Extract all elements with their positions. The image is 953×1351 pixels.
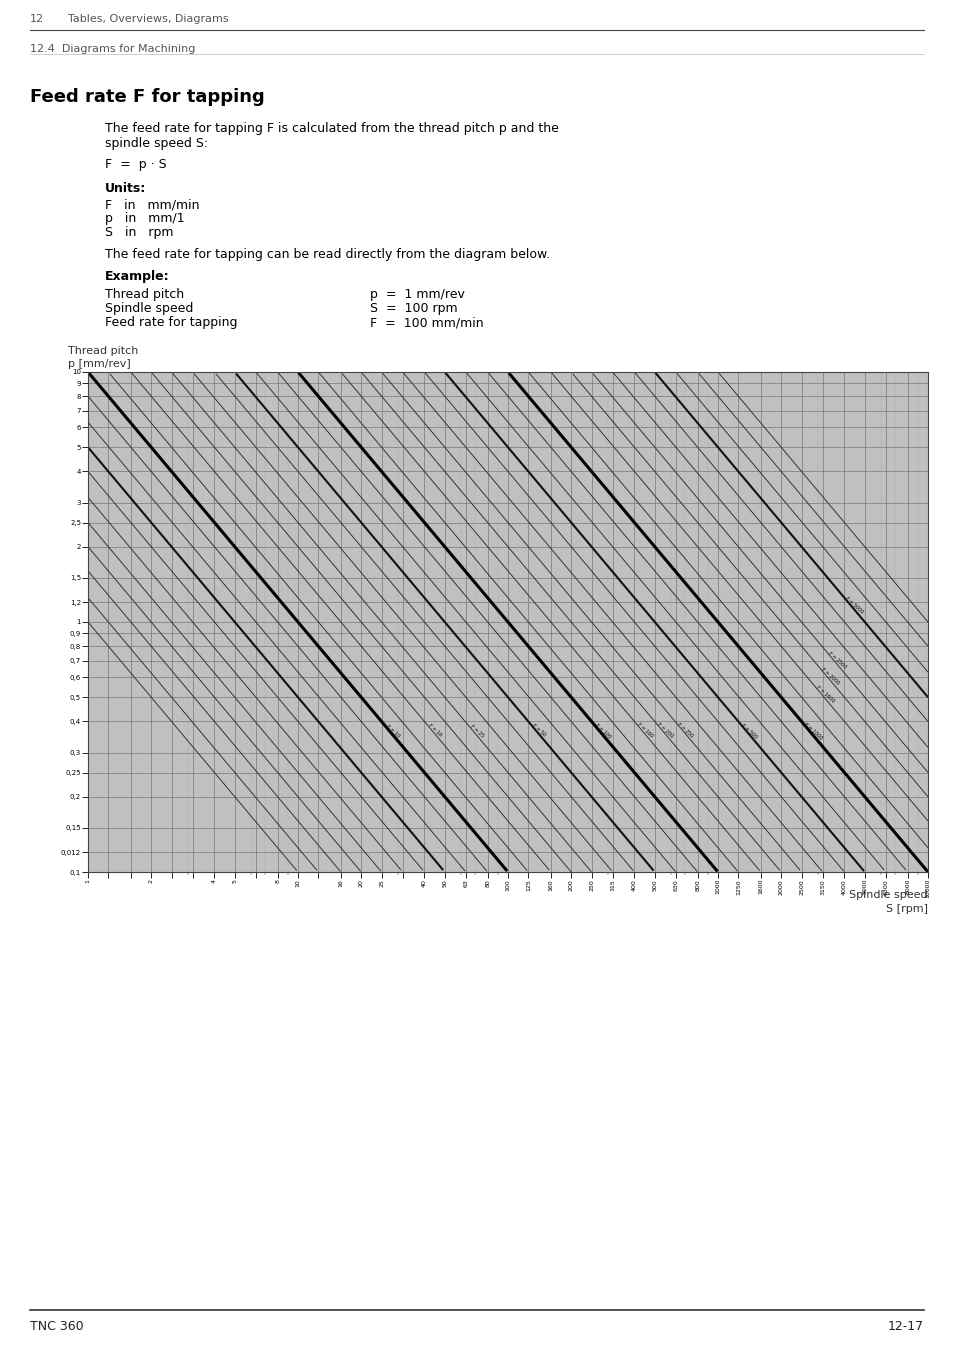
Text: Units:: Units: [105,182,146,195]
Text: F = 25: F = 25 [469,724,484,739]
Text: p  =  1 mm/rev: p = 1 mm/rev [370,288,464,301]
Text: TNC 360: TNC 360 [30,1320,84,1333]
Text: Thread pitch: Thread pitch [68,346,138,357]
Text: F  =  p · S: F = p · S [105,158,167,172]
Text: F = 2000: F = 2000 [820,667,840,686]
Text: Spindle speed: Spindle speed [105,303,193,315]
Text: F = 500: F = 500 [740,723,758,739]
Text: F = 5000: F = 5000 [843,596,863,615]
Text: F = 1600: F = 1600 [815,685,835,704]
Text: F = 100: F = 100 [594,723,611,739]
Text: 12: 12 [30,14,44,24]
Text: F = 200: F = 200 [656,721,674,739]
Text: F  =  100 mm/min: F = 100 mm/min [370,316,483,330]
Text: p   in   mm/1: p in mm/1 [105,212,185,226]
Text: Feed rate F for tapping: Feed rate F for tapping [30,88,265,105]
Text: S  =  100 rpm: S = 100 rpm [370,303,457,315]
Text: F = 1000: F = 1000 [802,723,822,742]
Text: Thread pitch: Thread pitch [105,288,184,301]
Text: F = 10: F = 10 [385,724,400,738]
Text: S [rpm]: S [rpm] [885,904,927,915]
Text: F = 50: F = 50 [531,723,546,738]
Text: The feed rate for tapping can be read directly from the diagram below.: The feed rate for tapping can be read di… [105,249,550,261]
Text: The feed rate for tapping F is calculated from the thread pitch p and the: The feed rate for tapping F is calculate… [105,122,558,135]
Text: 12.4  Diagrams for Machining: 12.4 Diagrams for Machining [30,45,195,54]
Text: S   in   rpm: S in rpm [105,226,173,239]
Text: F = 160: F = 160 [636,723,654,739]
Text: Feed rate for tapping: Feed rate for tapping [105,316,237,330]
Text: F = 250: F = 250 [676,721,694,739]
Text: 12-17: 12-17 [887,1320,923,1333]
Text: F = 16: F = 16 [427,723,442,738]
Text: spindle speed S:: spindle speed S: [105,136,208,150]
Text: Example:: Example: [105,270,170,282]
Text: Spindle speed: Spindle speed [848,890,927,900]
Text: F = 2500: F = 2500 [826,651,846,670]
Text: Tables, Overviews, Diagrams: Tables, Overviews, Diagrams [68,14,229,24]
Text: F   in   mm/min: F in mm/min [105,199,199,211]
Text: p [mm/rev]: p [mm/rev] [68,359,131,369]
